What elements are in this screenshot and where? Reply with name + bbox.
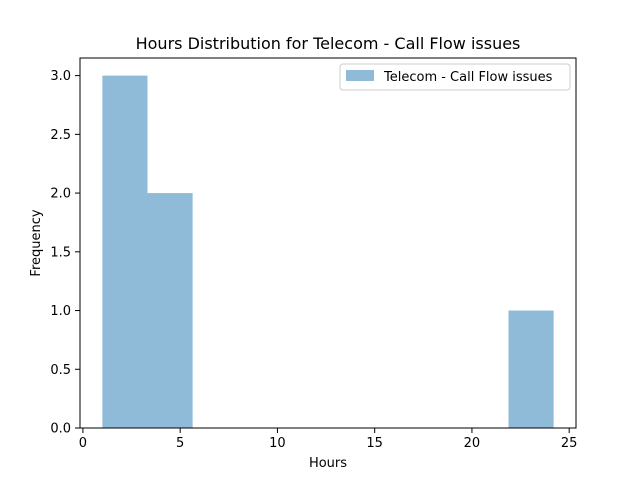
y-axis-ticks: 0.0 0.5 1.0 1.5 2.0 2.5 3.0: [50, 69, 80, 437]
bars-group: [102, 75, 554, 428]
x-tick-label-0: 0: [79, 436, 87, 451]
legend-box: [339, 63, 571, 91]
histogram-bar-1: [147, 193, 193, 428]
x-axis-label: Hours: [309, 456, 347, 471]
y-axis-label: Frequency: [29, 209, 44, 276]
legend-swatch: [346, 70, 374, 81]
legend-entry-telecom-call-flow-issues: Telecom - Call Flow issues: [383, 70, 553, 85]
y-tick-label-1: 0.5: [50, 363, 71, 378]
legend: Telecom - Call Flow issues: [339, 63, 571, 91]
y-tick-label-5: 2.5: [50, 128, 71, 143]
y-tick-label-4: 2.0: [50, 187, 71, 202]
y-tick-label-3: 1.5: [50, 245, 71, 260]
histogram-bar-9: [508, 310, 554, 428]
x-tick-label-2: 10: [269, 436, 286, 451]
y-tick-label-2: 1.0: [50, 304, 71, 319]
plot-frame: [79, 57, 577, 429]
y-tick-label-0: 0.0: [50, 422, 71, 437]
x-tick-label-5: 25: [561, 436, 578, 451]
histogram-bar-0: [102, 75, 148, 428]
x-tick-label-4: 20: [464, 436, 481, 451]
chart-title: Hours Distribution for Telecom - Call Fl…: [136, 34, 521, 53]
x-tick-label-3: 15: [366, 436, 383, 451]
y-tick-label-6: 3.0: [50, 69, 71, 84]
x-tick-label-1: 5: [176, 436, 184, 451]
x-axis-ticks: 0 5 10 15 20 25: [79, 428, 578, 451]
